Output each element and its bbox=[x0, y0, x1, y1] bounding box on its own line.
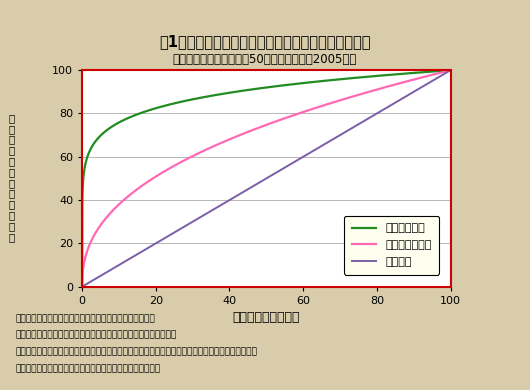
Text: 出所：経済産業省『企業活動基本調査』より著者らが作成。: 出所：経済産業省『企業活動基本調査』より著者らが作成。 bbox=[16, 364, 161, 373]
一様分布 bbox=[436, 74, 443, 79]
Text: （日本の製造業に属する50人以上の企業、2005年）: （日本の製造業に属する50人以上の企業、2005年） bbox=[173, 53, 357, 66]
輸出額の分布 bbox=[79, 284, 85, 289]
雇用者数の分布 bbox=[447, 68, 454, 73]
雇用者数の分布 bbox=[98, 222, 104, 227]
一様分布 bbox=[447, 68, 454, 73]
一様分布 bbox=[249, 185, 255, 190]
雇用者数の分布 bbox=[79, 284, 85, 289]
Text: 中央の直線から乖離するほど、上位輸出企業に、輸出額・雇用者数が集中していることを示す。: 中央の直線から乖離するほど、上位輸出企業に、輸出額・雇用者数が集中していることを… bbox=[16, 347, 258, 356]
一様分布 bbox=[258, 179, 264, 184]
Text: 輸
出
額
・
雇
用
者
数
の
百
分
率: 輸 出 額 ・ 雇 用 者 数 の 百 分 率 bbox=[8, 113, 15, 242]
Line: 輸出額の分布: 輸出額の分布 bbox=[82, 70, 450, 287]
一様分布 bbox=[369, 114, 375, 119]
一様分布 bbox=[79, 284, 85, 289]
輸出額の分布 bbox=[258, 86, 264, 90]
Text: 縦軸には、累積輸出額・累積雇用者数の百分率をとっている。: 縦軸には、累積輸出額・累積雇用者数の百分率をとっている。 bbox=[16, 331, 177, 340]
Text: 注：横軸には左から輸出額の多い順に企業を並べている。: 注：横軸には左から輸出額の多い順に企業を並べている。 bbox=[16, 314, 156, 323]
輸出額の分布 bbox=[369, 74, 375, 79]
Text: 図1：上位輸出企業による輸出額・雇用者数の占有率: 図1：上位輸出企業による輸出額・雇用者数の占有率 bbox=[159, 34, 371, 49]
輸出額の分布 bbox=[249, 87, 255, 92]
輸出額の分布 bbox=[436, 69, 443, 73]
一様分布 bbox=[437, 74, 443, 79]
輸出額の分布 bbox=[98, 133, 104, 138]
雇用者数の分布 bbox=[437, 71, 443, 75]
X-axis label: 日本企業の百分位数: 日本企業の百分位数 bbox=[233, 311, 300, 324]
輸出額の分布 bbox=[447, 68, 454, 73]
雇用者数の分布 bbox=[369, 89, 375, 93]
雇用者数の分布 bbox=[258, 124, 264, 129]
雇用者数の分布 bbox=[249, 128, 255, 133]
Line: 一様分布: 一様分布 bbox=[82, 70, 450, 287]
輸出額の分布 bbox=[437, 69, 443, 73]
雇用者数の分布 bbox=[436, 71, 443, 75]
Line: 雇用者数の分布: 雇用者数の分布 bbox=[82, 70, 450, 287]
一様分布 bbox=[98, 273, 104, 278]
Legend: 輸出額の分布, 雇用者数の分布, 一様分布: 輸出額の分布, 雇用者数の分布, 一様分布 bbox=[344, 216, 439, 275]
